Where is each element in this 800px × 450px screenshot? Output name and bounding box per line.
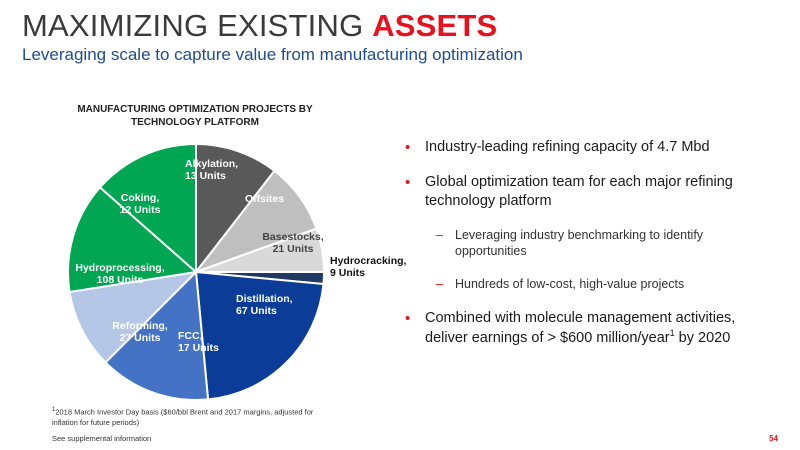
bullet-text: Global optimization team for each major … — [425, 173, 733, 209]
bullet-footnote-marker: 1 — [669, 328, 675, 339]
pie-label-basestocks: Basestocks, 21 Units — [262, 231, 323, 255]
pie-slice-alkylation — [195, 142, 276, 275]
pie-slice-reforming — [68, 270, 199, 364]
bullet-4: Combined with molecule management activi… — [403, 309, 773, 348]
title-accent: ASSETS — [372, 8, 498, 43]
pie-label-fcc: FCC, 17 Units — [178, 330, 219, 354]
title-main: MAXIMIZING EXISTING — [22, 8, 373, 43]
chart-title: MANUFACTURING OPTIMIZATION PROJECTS BY T… — [77, 104, 313, 128]
footnote-text: 2018 March Investor Day basis ($60/bbl B… — [52, 407, 314, 427]
bullet-list: Industry-leading refining capacity of 4.… — [403, 138, 773, 364]
bullet-text: Combined with molecule management activi… — [425, 310, 736, 346]
footnote-marker: 1 — [52, 407, 56, 413]
pie-label-offsites: Offsites — [245, 193, 284, 205]
pie-slice-fcc — [104, 269, 210, 401]
pie-label-hydrocracking: Hydrocracking, 9 Units — [330, 255, 407, 279]
pie-label-coking: Coking, 12 Units — [120, 192, 161, 216]
bullet-0: Industry-leading refining capacity of 4.… — [403, 138, 773, 157]
bullet-text: Leveraging industry benchmarking to iden… — [455, 227, 704, 258]
supplemental-note: See supplemental information — [52, 434, 152, 443]
sub-bullet-3: Hundreds of low-cost, high-value project… — [403, 276, 773, 293]
bullet-1: Global optimization team for each major … — [403, 173, 773, 211]
pie-slice-distillation — [194, 270, 325, 401]
footnote: 12018 March Investor Day basis ($60/bbl … — [52, 406, 322, 428]
pie-label-alkylation: Alkylation, 13 Units — [185, 158, 238, 182]
page-number: 54 — [769, 434, 778, 443]
pie-label-distillation: Distillation, 67 Units — [236, 293, 293, 317]
page-title: MAXIMIZING EXISTING ASSETS — [22, 8, 497, 44]
pie-slice-coking — [98, 142, 197, 275]
page-subtitle: Leveraging scale to capture value from m… — [22, 45, 523, 64]
pie-slice-hydroprocessing — [67, 185, 199, 294]
sub-bullet-2: Leveraging industry benchmarking to iden… — [403, 227, 773, 260]
pie-label-reforming: Reforming, 27 Units — [112, 320, 168, 344]
bullet-text: Industry-leading refining capacity of 4.… — [425, 139, 710, 155]
bullet-text-tail: by 2020 — [674, 329, 731, 346]
bullet-text: Hundreds of low-cost, high-value project… — [455, 277, 685, 292]
pie-label-hydroprocessing: Hydroprocessing, 108 Units — [75, 262, 164, 286]
